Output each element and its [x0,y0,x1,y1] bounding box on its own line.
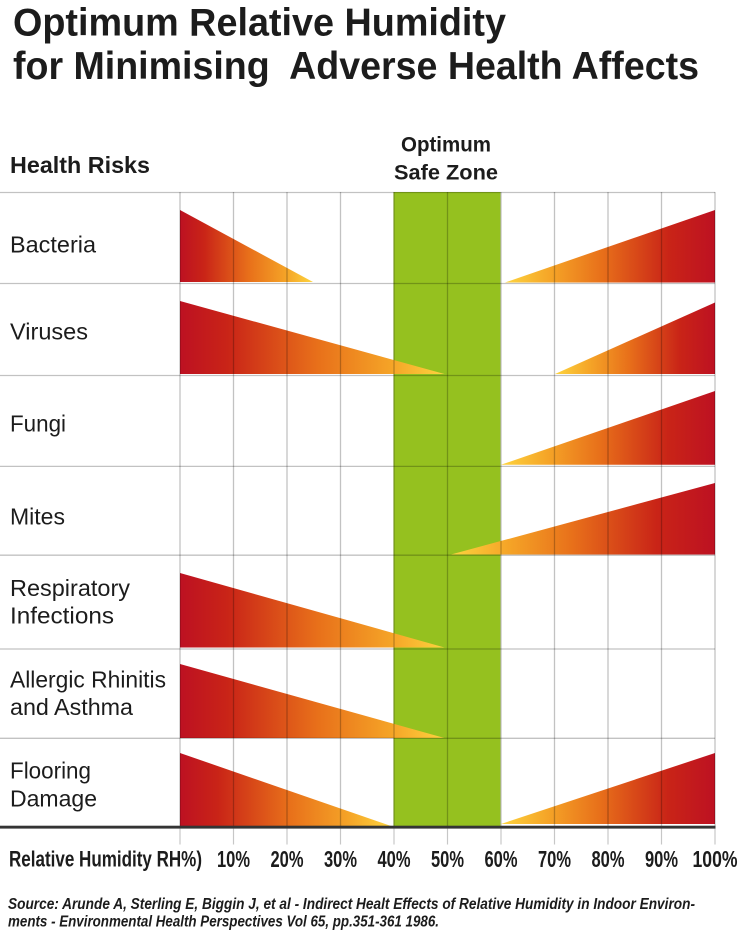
svg-text:60%: 60% [485,846,518,872]
svg-text:80%: 80% [592,846,625,872]
svg-text:Safe Zone: Safe Zone [394,160,498,184]
svg-text:ments - Environmental Health P: ments - Environmental Health Perspective… [8,913,439,930]
svg-text:Source: Arunde A, Sterling E,: Source: Arunde A, Sterling E, Biggin J, … [8,896,695,913]
svg-text:Allergic Rhinitis: Allergic Rhinitis [10,666,166,692]
svg-text:and Asthma: and Asthma [10,694,134,720]
svg-text:Health Risks: Health Risks [10,152,150,178]
svg-text:Flooring: Flooring [10,758,91,784]
svg-text:Mites: Mites [10,504,65,530]
svg-text:50%: 50% [431,846,464,872]
svg-text:Viruses: Viruses [10,318,88,344]
svg-text:10%: 10% [217,846,250,872]
svg-text:Damage: Damage [10,786,97,812]
svg-text:100%: 100% [693,846,738,872]
svg-text:Respiratory: Respiratory [10,575,130,601]
svg-text:Relative Humidity RH%): Relative Humidity RH%) [9,847,202,872]
svg-text:Bacteria: Bacteria [10,232,97,258]
svg-text:Infections: Infections [10,603,114,629]
svg-text:40%: 40% [378,846,411,872]
svg-text:90%: 90% [645,846,678,872]
svg-text:70%: 70% [538,846,571,872]
svg-text:Fungi: Fungi [10,411,66,437]
svg-text:for Minimising Adverse Health: for Minimising Adverse Health Affects [13,45,699,88]
svg-text:30%: 30% [324,846,357,872]
svg-text:Optimum: Optimum [401,133,491,157]
svg-text:Optimum Relative Humidity: Optimum Relative Humidity [13,2,506,45]
svg-text:20%: 20% [271,846,304,872]
